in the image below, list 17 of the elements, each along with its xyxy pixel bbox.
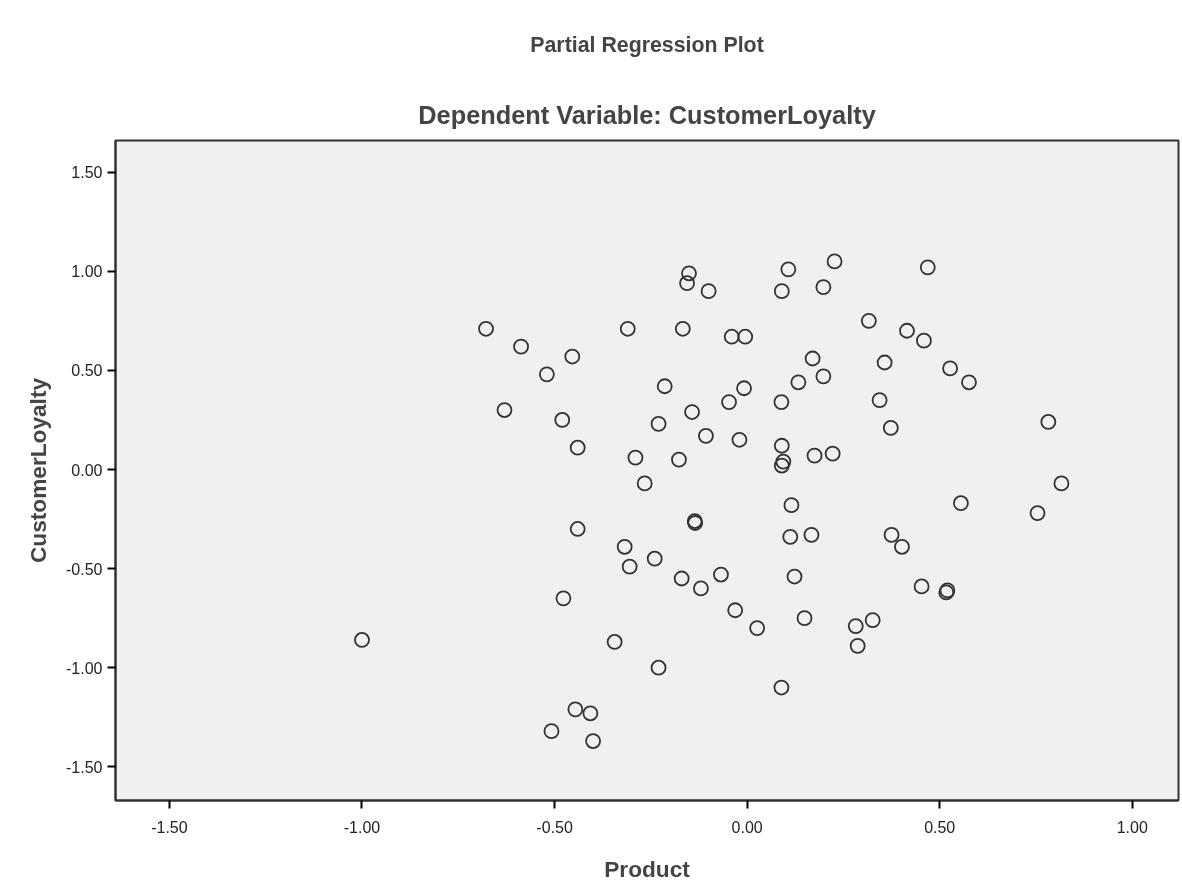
x-tick-label: -0.50 (536, 818, 573, 836)
chart-title: Partial Regression Plot (530, 32, 764, 57)
y-tick-label: 1.50 (71, 164, 103, 182)
x-tick-label: -1.00 (343, 818, 381, 836)
y-tick-label: -0.50 (66, 560, 103, 578)
y-axis-title: CustomerLoyalty (25, 377, 52, 564)
x-tick-label: 1.00 (1116, 818, 1148, 836)
y-tick-label: 0.50 (71, 362, 103, 380)
x-tick-label: 0.00 (731, 818, 763, 836)
x-tick-label: 0.50 (924, 818, 956, 836)
y-tick-label: 0.00 (71, 461, 103, 479)
y-tick-label: -1.50 (66, 758, 103, 776)
x-tick-label: -1.50 (151, 818, 188, 836)
x-axis-title: Product (604, 855, 691, 882)
y-tick-label: -1.00 (66, 659, 103, 677)
y-tick-label: 1.00 (71, 263, 103, 281)
chart-subtitle: Dependent Variable: CustomerLoyalty (418, 100, 876, 129)
